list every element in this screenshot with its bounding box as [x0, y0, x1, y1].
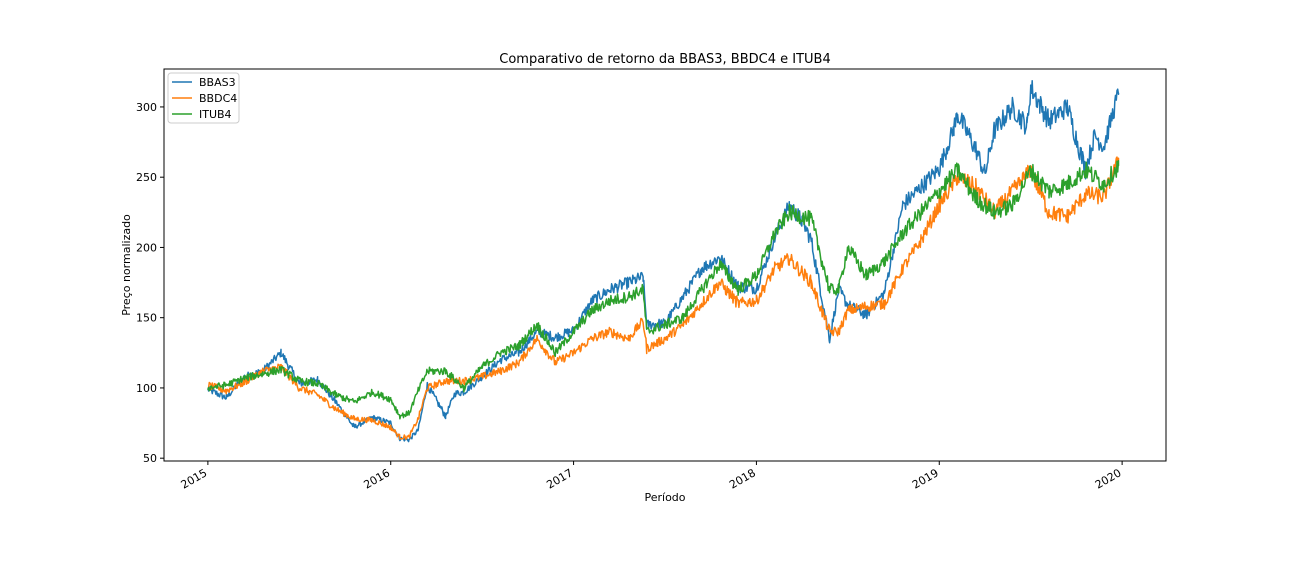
y-tick-label: 50: [143, 452, 157, 465]
x-tick-label: 2018: [727, 466, 758, 491]
series-line-bbdc4: [207, 156, 1120, 440]
x-tick-label: 2017: [544, 466, 575, 491]
x-tick-label: 2016: [361, 466, 392, 491]
y-tick-label: 300: [136, 101, 157, 114]
legend-label-itub4: ITUB4: [199, 108, 232, 121]
x-tick-label: 2019: [910, 466, 941, 491]
x-axis-label: Período: [644, 491, 685, 504]
y-axis-label: Preço normalizado: [120, 214, 133, 316]
plot-frame: [163, 68, 1167, 462]
plot-lines: [207, 79, 1120, 443]
legend: BBAS3 BBDC4 ITUB4: [167, 72, 240, 124]
y-axis: 50 100 150 200 250 300: [136, 101, 164, 465]
legend-label-bbas3: BBAS3: [199, 76, 236, 89]
series-line-itub4: [207, 160, 1120, 420]
legend-label-bbdc4: BBDC4: [199, 92, 237, 105]
y-tick-label: 250: [136, 171, 157, 184]
chart-title: Comparativo de retorno da BBAS3, BBDC4 e…: [499, 52, 830, 67]
y-tick-label: 200: [136, 241, 157, 254]
x-tick-label: 2015: [179, 466, 210, 491]
y-tick-label: 150: [136, 312, 157, 325]
legend-box: [167, 72, 240, 124]
x-axis: 2015 2016 2017 2018 2019 2020: [179, 461, 1124, 492]
series-line-bbas3: [207, 79, 1120, 443]
y-tick-label: 100: [136, 382, 157, 395]
x-tick-label: 2020: [1093, 466, 1124, 491]
